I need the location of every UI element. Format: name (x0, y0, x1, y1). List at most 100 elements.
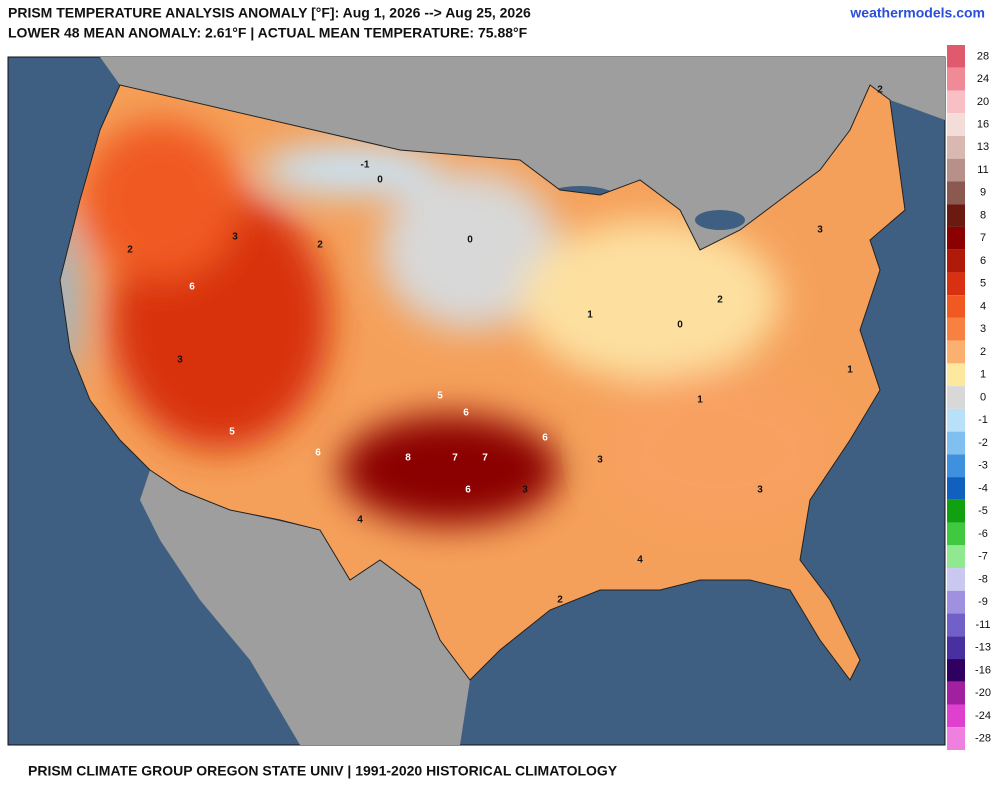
colorbar-swatch (947, 431, 965, 455)
anomaly-label: 0 (467, 235, 473, 246)
map (7, 56, 946, 746)
anomaly-label: 5 (437, 391, 443, 402)
lake (695, 210, 745, 230)
colorbar-label: -28 (975, 733, 991, 745)
anomaly-label: 2 (317, 240, 323, 251)
colorbar-swatch (947, 613, 965, 637)
colorbar-swatch (947, 545, 965, 569)
anomaly-label: 1 (847, 365, 853, 376)
colorbar-swatch (947, 340, 965, 364)
colorbar-label: -16 (975, 664, 991, 676)
colorbar-swatch (947, 522, 965, 546)
colorbar-swatch (947, 295, 965, 318)
colorbar-swatch (947, 499, 965, 523)
colorbar-label: -11 (975, 619, 990, 631)
colorbar-swatch (947, 45, 965, 68)
map-labels: 8 7 7 6 6 6 6 6 5 5 4 3 3 3 2 2 2 1 1 0 0 0 -1 3 2 4 3 2 1 3 (127, 85, 883, 606)
anomaly-label: 3 (232, 232, 238, 243)
colorbar-swatch (947, 454, 965, 478)
colorbar-swatch (947, 317, 965, 341)
colorbar-label: -3 (978, 460, 988, 472)
colorbar-label: -5 (978, 505, 988, 517)
colorbar-swatch (947, 636, 965, 660)
colorbar-label: -7 (978, 551, 988, 563)
anomaly-label: 3 (177, 355, 183, 366)
colorbar-label: 9 (980, 187, 986, 199)
anomaly-label: 3 (522, 485, 528, 496)
colorbar-swatch (947, 704, 965, 728)
anomaly-label: 7 (482, 453, 488, 464)
anomaly-label: 1 (697, 395, 703, 406)
colorbar-swatch (947, 659, 965, 682)
colorbar-swatch (947, 408, 965, 432)
colorbar-label: 13 (977, 141, 989, 153)
colorbar-label: 4 (980, 300, 986, 312)
colorbar-swatch (947, 67, 965, 91)
colorbar-label: -4 (978, 482, 988, 494)
anomaly-label: 6 (542, 433, 548, 444)
canada (8, 57, 945, 250)
colorbar-label: -1 (978, 414, 988, 426)
anomaly-label: 3 (597, 455, 603, 466)
anomaly-label: 4 (357, 515, 363, 526)
anomaly-label: 2 (717, 295, 723, 306)
footer: PRISM CLIMATE GROUP OREGON STATE UNIV | … (28, 763, 618, 779)
colorbar-label: 7 (980, 232, 986, 244)
colorbar-swatch (947, 272, 965, 296)
site-link[interactable]: weathermodels.com (849, 5, 985, 21)
colorbar-label: 6 (980, 255, 986, 267)
colorbar-swatch (947, 158, 965, 182)
anomaly-label: -1 (361, 160, 370, 171)
anomaly-label: 3 (757, 485, 763, 496)
colorbar-label: 11 (977, 164, 988, 176)
anomaly-label: 2 (127, 245, 133, 256)
anomaly-label: 6 (463, 408, 469, 419)
anomaly-label: 8 (405, 453, 411, 464)
colorbar-swatch (947, 249, 965, 273)
anomaly-label: 5 (229, 427, 235, 438)
colorbar-swatch (947, 204, 965, 227)
colorbar-swatch (947, 363, 965, 387)
colorbar-label: 20 (977, 96, 989, 108)
colorbar-label: -6 (978, 528, 988, 540)
colorbar-label: -13 (975, 642, 991, 654)
colorbar-label: 24 (977, 73, 989, 85)
anomaly-label: 6 (465, 485, 471, 496)
colorbar-label: 5 (980, 278, 986, 290)
colorbar-label: 0 (980, 391, 986, 403)
subtitle: LOWER 48 MEAN ANOMALY: 2.61°F | ACTUAL M… (8, 25, 528, 41)
colorbar-swatch (947, 727, 965, 750)
anomaly-label: 3 (817, 225, 823, 236)
colorbar-swatch (947, 135, 965, 159)
colorbar-swatch (947, 113, 965, 136)
colorbar-label: -9 (978, 596, 988, 608)
colorbar-label: -2 (978, 437, 988, 449)
colorbar-label: 8 (980, 209, 986, 221)
anomaly-label: 1 (587, 310, 593, 321)
anomaly-label: 2 (557, 595, 563, 606)
colorbar-swatch (947, 568, 965, 591)
anomaly-label: 7 (452, 453, 458, 464)
anomaly-label: 0 (677, 320, 683, 331)
colorbar-swatch (947, 590, 965, 614)
mexico (140, 470, 470, 745)
colorbar-swatch (947, 681, 965, 705)
colorbar-label: -24 (975, 710, 991, 722)
colorbar-label: -8 (978, 573, 988, 585)
colorbar-label: 3 (980, 323, 986, 335)
colorbar-swatch (947, 181, 965, 205)
title: PRISM TEMPERATURE ANALYSIS ANOMALY [°F]:… (8, 5, 531, 21)
colorbar-label: 1 (980, 369, 986, 381)
colorbar-swatch (947, 477, 965, 500)
colorbar-swatch (947, 226, 965, 250)
colorbar-swatch (947, 386, 965, 409)
anomaly-label: 6 (315, 448, 321, 459)
colorbar-swatch (947, 90, 965, 114)
anomaly-label: 6 (189, 282, 195, 293)
anomaly-label: 0 (377, 175, 383, 186)
colorbar-label: 2 (980, 346, 986, 358)
colorbar-label: -20 (975, 687, 991, 699)
anomaly-label: 4 (637, 555, 643, 566)
anomaly-label: 2 (877, 85, 883, 96)
